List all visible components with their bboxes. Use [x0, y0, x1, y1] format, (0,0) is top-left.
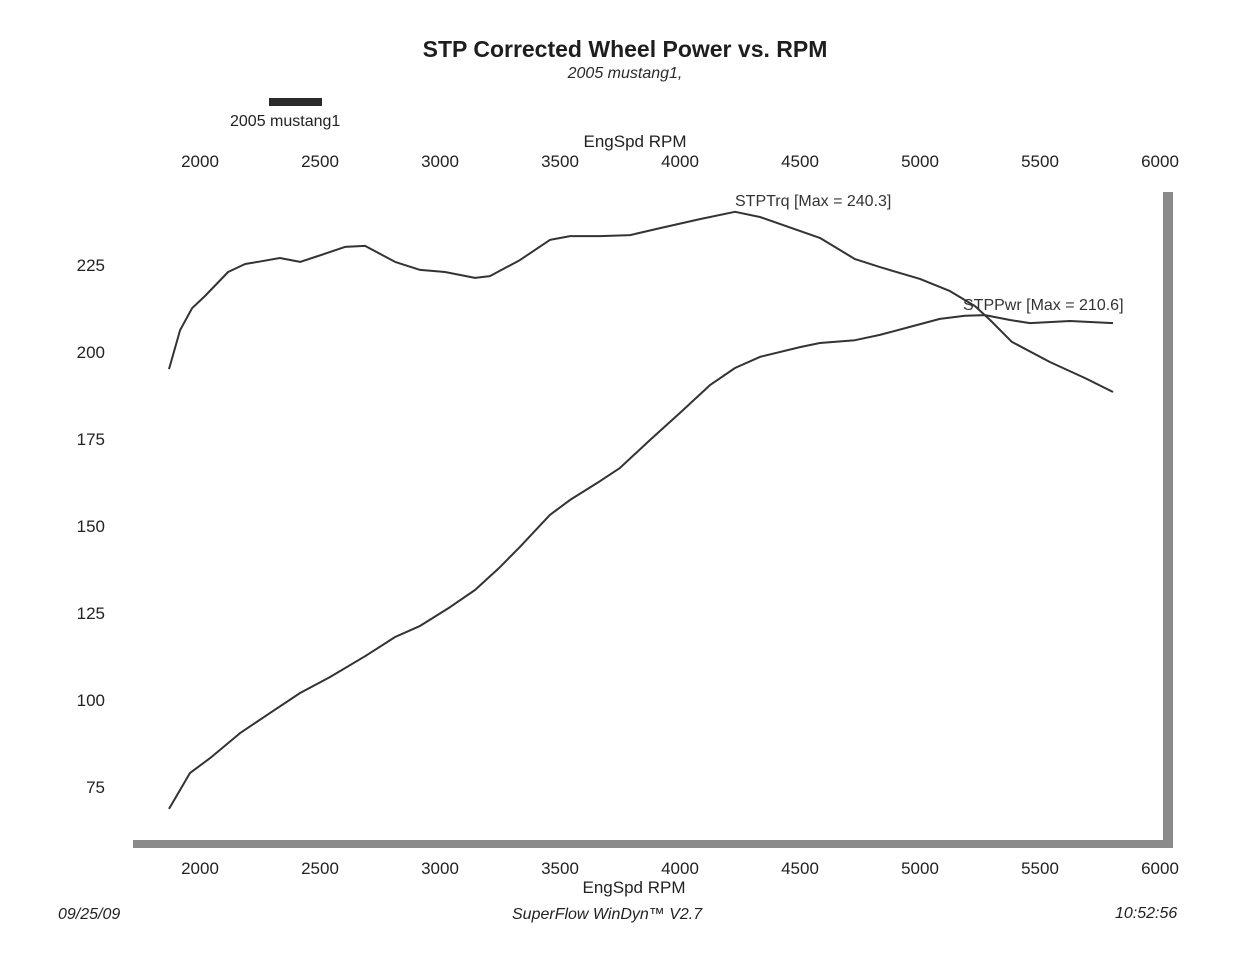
bottom-x-tick-label: 4500 [781, 859, 819, 878]
top-x-tick-label: 5500 [1021, 152, 1059, 171]
torque-max-annotation: STPTrq [Max = 240.3] [735, 193, 891, 210]
bottom-x-tick-label: 2500 [301, 859, 339, 878]
top-x-tick-label: 6000 [1141, 152, 1179, 171]
top-x-tick-label: 3000 [421, 152, 459, 171]
y-tick-label: 75 [86, 778, 105, 797]
y-tick-label: 125 [77, 604, 105, 623]
top-x-tick-label: 4000 [661, 152, 699, 171]
top-x-tick-label: 5000 [901, 152, 939, 171]
y-axis: 75 100 125 150 175 200 225 [77, 256, 105, 797]
y-tick-label: 150 [77, 517, 105, 536]
bottom-x-axis: 2000 2500 3000 3500 4000 4500 5000 5500 6000 [181, 859, 1179, 878]
bottom-x-axis-title: EngSpd RPM [583, 878, 686, 897]
chart-frame [133, 192, 1173, 848]
top-x-tick-label: 4500 [781, 152, 819, 171]
top-x-axis: 2000 2500 3000 3500 4000 4500 5000 5500 6000 [181, 152, 1179, 171]
series-group [168, 210, 1114, 810]
chart-title: STP Corrected Wheel Power vs. RPM [422, 36, 828, 62]
annotations: STPTrq [Max = 240.3] STPPwr [Max = 210.6] [735, 193, 1124, 314]
bottom-x-tick-label: 3500 [541, 859, 579, 878]
bottom-x-tick-label: 4000 [661, 859, 699, 878]
top-x-tick-label: 2000 [181, 152, 219, 171]
series-line-stptrq [168, 210, 1114, 393]
bottom-x-tick-label: 5000 [901, 859, 939, 878]
chart-subtitle: 2005 mustang1, [567, 65, 683, 82]
footer-software: SuperFlow WinDyn™ V2.7 [512, 906, 703, 923]
legend-label: 2005 mustang1 [230, 113, 341, 130]
power-max-annotation: STPPwr [Max = 210.6] [963, 297, 1124, 314]
x-axis-frame-bar [133, 840, 1173, 848]
bottom-x-tick-label: 5500 [1021, 859, 1059, 878]
bottom-x-tick-label: 6000 [1141, 859, 1179, 878]
footer-date: 09/25/09 [58, 906, 121, 923]
top-x-axis-title: EngSpd RPM [584, 132, 687, 151]
y-tick-label: 175 [77, 430, 105, 449]
footer-time: 10:52:56 [1115, 905, 1178, 922]
y-tick-label: 100 [77, 691, 105, 710]
right-frame-bar [1163, 192, 1173, 848]
top-x-tick-label: 3500 [541, 152, 579, 171]
y-tick-label: 225 [77, 256, 105, 275]
legend-swatch [269, 98, 322, 106]
top-x-tick-label: 2500 [301, 152, 339, 171]
series-line-stppwr [168, 314, 1114, 810]
bottom-x-tick-label: 2000 [181, 859, 219, 878]
y-tick-label: 200 [77, 343, 105, 362]
bottom-x-tick-label: 3000 [421, 859, 459, 878]
